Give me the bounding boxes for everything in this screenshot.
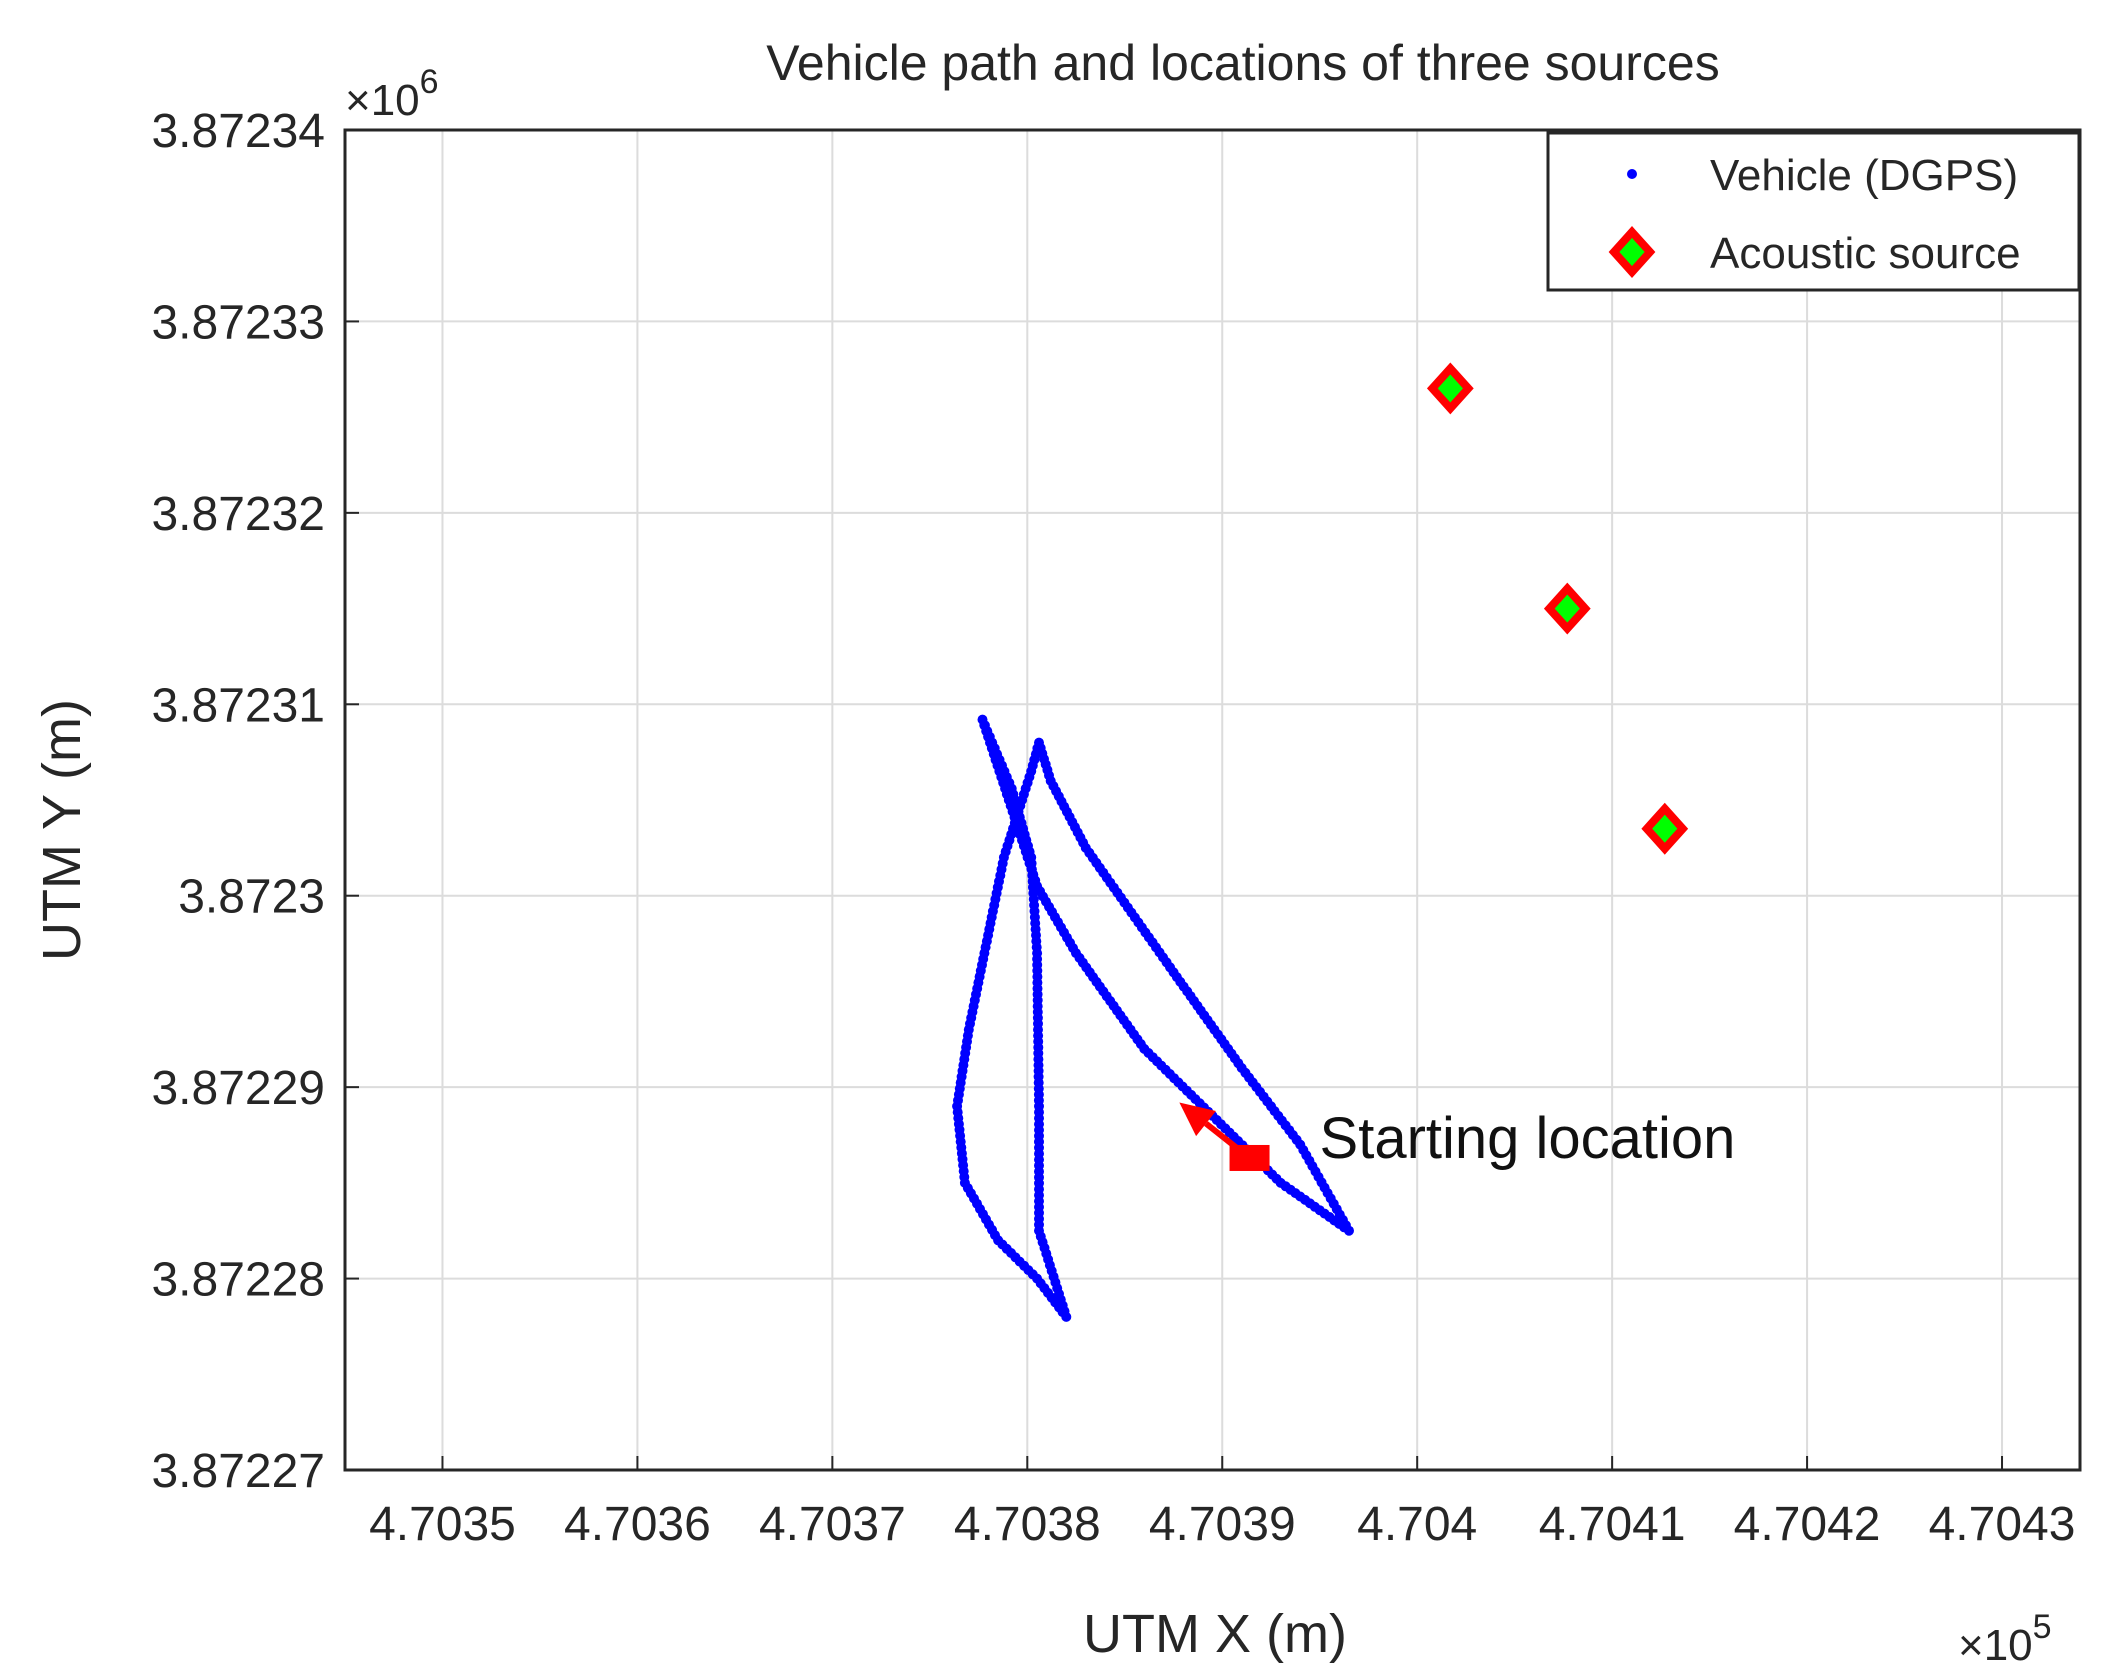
y-ticks: 3.87227 3.87228 3.87229 3.8723 3.87231 3.8723… <box>151 105 359 1498</box>
acoustic-source-marker <box>1543 582 1591 635</box>
vehicle-point <box>1340 1220 1351 1231</box>
y-tick-label: 3.87232 <box>151 488 325 541</box>
y-tick-label: 3.87231 <box>151 679 325 732</box>
x-tick-label: 4.704 <box>1357 1498 1477 1551</box>
legend-vehicle-label: Vehicle (DGPS) <box>1710 151 2018 200</box>
x-ticks: 4.7035 4.7036 4.7037 4.7038 4.7039 4.704 4.704… <box>369 1456 2075 1551</box>
y-exponent: ×106 <box>345 63 439 125</box>
x-exponent-base: ×10 <box>1958 1621 2033 1670</box>
x-tick-label: 4.7039 <box>1149 1498 1296 1551</box>
legend-source-label: Acoustic source <box>1710 229 2021 278</box>
chart-title: Vehicle path and locations of three sour… <box>766 35 1719 91</box>
x-axis-label: UTM X (m) <box>1083 1604 1347 1664</box>
x-tick-label: 4.7035 <box>369 1498 516 1551</box>
legend-source-marker <box>1608 226 1656 278</box>
acoustic-sources <box>1426 362 1689 855</box>
y-exponent-base: ×10 <box>345 76 420 125</box>
x-tick-label: 4.7041 <box>1539 1498 1686 1551</box>
x-tick-label: 4.7038 <box>954 1498 1101 1551</box>
x-exponent: ×105 <box>1958 1608 2052 1670</box>
acoustic-source-marker <box>1426 362 1474 415</box>
start-marker <box>1229 1144 1270 1171</box>
x-tick-label: 4.7043 <box>1929 1498 2076 1551</box>
y-exponent-power: 6 <box>420 63 439 101</box>
y-axis-label: UTM Y (m) <box>32 699 92 961</box>
start-arrow-head <box>1179 1102 1216 1137</box>
legend-vehicle-marker <box>1627 169 1637 179</box>
x-tick-label: 4.7037 <box>759 1498 906 1551</box>
y-tick-label: 3.8723 <box>178 871 325 924</box>
y-tick-label: 3.87233 <box>151 296 325 349</box>
acoustic-source-marker <box>1641 802 1689 855</box>
legend: Vehicle (DGPS) Acoustic source <box>1546 131 2081 292</box>
y-tick-label: 3.87227 <box>151 1445 325 1498</box>
y-tick-label: 3.87228 <box>151 1254 325 1307</box>
start-annotation: Starting location <box>1179 1102 1735 1171</box>
x-tick-label: 4.7036 <box>564 1498 711 1551</box>
x-tick-label: 4.7042 <box>1734 1498 1881 1551</box>
x-exponent-power: 5 <box>2033 1608 2052 1646</box>
vehicle-path <box>952 714 1354 1322</box>
y-tick-label: 3.87234 <box>151 105 325 158</box>
y-tick-label: 3.87229 <box>151 1062 325 1115</box>
axes-frame <box>343 128 2082 1472</box>
annotation-text: Starting location <box>1320 1106 1736 1171</box>
